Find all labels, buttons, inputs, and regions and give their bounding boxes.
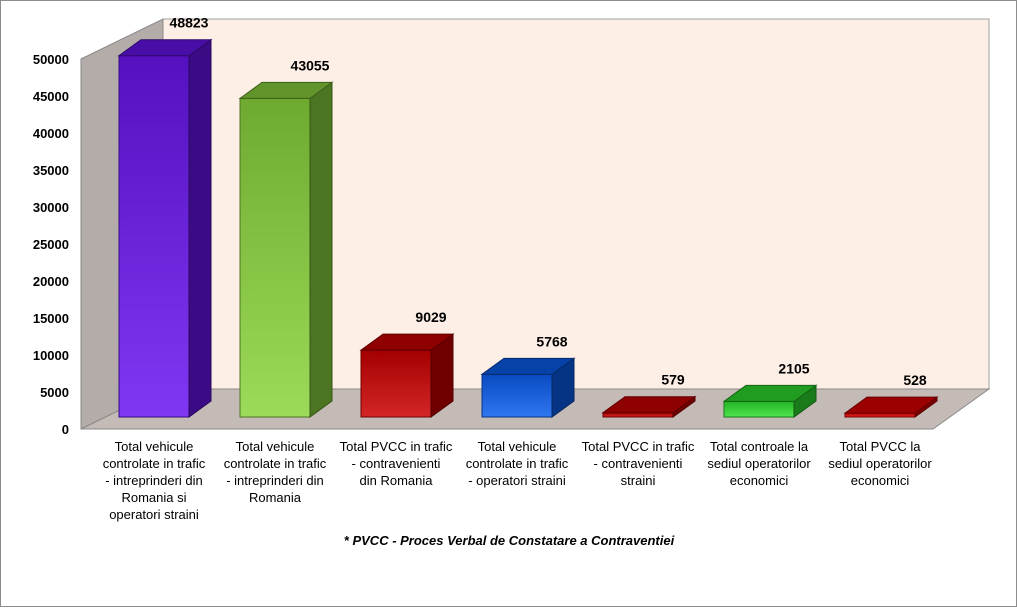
- y-tick-label: 40000: [33, 126, 69, 141]
- bar-front: [481, 373, 553, 418]
- bar-top: [601, 396, 697, 414]
- bar-top: [722, 384, 818, 402]
- bar-side: [309, 81, 333, 418]
- bar-top: [480, 357, 576, 375]
- y-tick-label: 45000: [33, 89, 69, 104]
- category-label: Total vehicule controlate in trafic - oper…: [466, 439, 569, 488]
- value-label: 5768: [536, 333, 567, 349]
- y-tick-label: 30000: [33, 200, 69, 215]
- footnote: * PVCC - Proces Verbal de Constatare a C…: [344, 533, 675, 548]
- y-tick-label: 25000: [33, 237, 69, 252]
- category-label: Total PVCC in trafic - contravenienti stra…: [582, 439, 695, 488]
- value-label: 579: [661, 372, 685, 388]
- y-tick-label: 20000: [33, 274, 69, 289]
- bar-front: [360, 349, 432, 418]
- value-label: 9029: [415, 309, 446, 325]
- bar-front: [602, 412, 674, 418]
- bars: [117, 38, 939, 418]
- y-tick-label: 0: [62, 422, 69, 437]
- bar-front: [118, 55, 190, 418]
- category-label: Total vehicule controlate in trafic - intr…: [224, 439, 327, 505]
- category-label: Total PVCC in trafic - contravenienti din …: [340, 439, 453, 488]
- bar-side: [188, 38, 212, 418]
- y-axis-ticks: 0 5000 10000 15000 20000 25000 30000 35000 40000…: [33, 52, 69, 437]
- y-tick-label: 15000: [33, 311, 69, 326]
- y-tick-label: 35000: [33, 163, 69, 178]
- bar-top: [843, 396, 939, 414]
- bar-top: [359, 333, 455, 351]
- bar-front: [239, 97, 311, 418]
- y-tick-label: 5000: [40, 385, 69, 400]
- value-label: 2105: [778, 360, 809, 376]
- bar-front: [844, 412, 916, 418]
- category-label: Total controale la sediul operatorilor eco…: [707, 439, 811, 488]
- category-labels: Total vehicule controlate in trafic - intr…: [103, 439, 933, 522]
- value-labels: 48823 43055 9029 5768 579 2105 528: [170, 15, 927, 388]
- bar-top: [238, 81, 334, 99]
- bar-front: [723, 400, 795, 418]
- category-label: Total vehicule controlate in trafic - intr…: [103, 439, 206, 522]
- value-label: 43055: [291, 57, 330, 73]
- value-label: 48823: [170, 15, 209, 31]
- y-tick-label: 10000: [33, 348, 69, 363]
- bar-top: [117, 39, 213, 57]
- y-tick-label: 50000: [33, 52, 69, 67]
- category-label: Total PVCC la sediul operatorilor economic…: [828, 439, 932, 488]
- value-label: 528: [903, 372, 927, 388]
